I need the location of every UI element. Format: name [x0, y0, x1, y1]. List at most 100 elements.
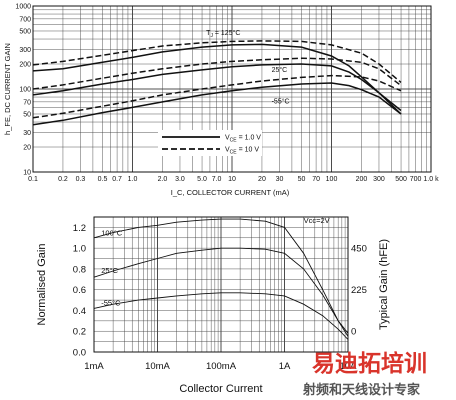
annotation-1-0: TJ = 125°C — [206, 29, 240, 39]
legend-label: VCE = 1.0 V — [225, 135, 261, 144]
y2-ticks-2: 0 225 450 — [351, 244, 367, 338]
y-tick-label: 10 — [23, 170, 31, 177]
x-tick-label: 200 — [356, 176, 368, 183]
y-tick-label: 70 — [23, 99, 31, 106]
y2-tick-label: 450 — [351, 244, 367, 255]
y-tick-label: 0.2 — [73, 327, 86, 338]
series-group-1 — [32, 40, 402, 126]
legend-label: VCE = 10 V — [225, 147, 259, 156]
x-tick-label: 0.2 — [58, 176, 68, 183]
y-axis-label-1: h_FE, DC CURRENT GAIN — [3, 43, 12, 135]
y-axis-label-2: Normalised Gain — [36, 244, 48, 326]
y-tick-label: 1.0 — [73, 244, 86, 255]
x-tick-label: 0.3 — [76, 176, 86, 183]
y-tick-label: 0.6 — [73, 285, 86, 296]
x-tick-label: 3.0 — [175, 176, 185, 183]
x-tick-label: 1mA — [84, 361, 104, 372]
annotation-1-2: -55°C — [272, 97, 290, 105]
series-line--55-solid — [32, 82, 402, 126]
x-tick-label: 7.0 — [212, 176, 222, 183]
annotations-1: TJ = 125°C 25°C -55°C — [206, 29, 289, 106]
series-line-25-dashed — [32, 57, 402, 90]
annotation-2-0: Vcc=2V — [304, 216, 330, 225]
annotation-1-1: 25°C — [272, 66, 288, 74]
series-line-2 — [93, 292, 349, 340]
y-tick-label: 100 — [19, 87, 31, 94]
x-tick-label: 100 — [326, 176, 338, 183]
y-ticks-1: 10 20 30 50 70 100 200 300 500 700 1000 — [15, 4, 31, 177]
x-tick-label: 70 — [312, 176, 320, 183]
x-tick-label: 1.0 k — [423, 176, 439, 183]
y-tick-label: 20 — [23, 145, 31, 152]
y-tick-label: 1000 — [15, 4, 31, 11]
series-line-125-solid — [32, 43, 402, 115]
watermark: 易迪拓培训 射频和天线设计专家 — [302, 350, 427, 398]
x-tick-label: 0.7 — [112, 176, 122, 183]
annotation-2-3: -55°C — [101, 298, 121, 307]
series-line-25-solid — [32, 63, 402, 112]
watermark-line2: 射频和天线设计专家 — [302, 382, 421, 398]
x-tick-label: 700 — [410, 176, 422, 183]
annotation-main: T — [206, 30, 211, 37]
y-tick-label: 500 — [19, 28, 31, 35]
grid-2 — [93, 216, 349, 353]
series-line-1 — [93, 247, 349, 337]
y2-axis-label-2: Typical Gain (hFE) — [378, 239, 390, 330]
x-tick-label: 2.0 — [158, 176, 168, 183]
annotations-2: Vcc=2V 100°C 25°C -55°C — [101, 216, 329, 307]
series-group-2 — [93, 218, 349, 340]
series-line-125-dashed — [32, 40, 402, 83]
series-line-0 — [93, 218, 349, 334]
chart-hfe-vs-collector-current: 0.1 0.2 0.3 0.5 0.7 1.0 2.0 3.0 5.0 7.0 10 20 30 50 70… — [3, 4, 439, 198]
x-tick-label: 5.0 — [197, 176, 207, 183]
y-tick-label: 200 — [19, 62, 31, 69]
x-axis-label-2: Collector Current — [179, 383, 262, 395]
y2-tick-label: 0 — [351, 327, 356, 338]
series-line--55-dashed — [32, 74, 402, 119]
annotation-2-2: 25°C — [101, 266, 118, 275]
y-tick-label: 0.8 — [73, 264, 86, 275]
x-tick-label: 100mA — [206, 361, 237, 372]
x-tick-label: 10A — [340, 361, 358, 372]
x-ticks-2: 1mA 10mA 100mA 1A 10A — [84, 361, 357, 372]
legend-label-main: V — [225, 135, 230, 142]
x-tick-label: 300 — [373, 176, 385, 183]
x-tick-label: 1A — [279, 361, 291, 372]
legend-label-sub: CE — [230, 138, 238, 144]
annotation-rest: = 125°C — [213, 29, 241, 37]
plot-frame-2 — [93, 216, 349, 353]
annotation-main: 25°C — [272, 66, 288, 74]
x-tick-label: 0.5 — [98, 176, 108, 183]
legend-label-rest: = 10 V — [237, 147, 260, 154]
x-ticks-1: 0.1 0.2 0.3 0.5 0.7 1.0 2.0 3.0 5.0 7.0 10 20 30 50 70… — [28, 176, 439, 183]
y-tick-label: 0.0 — [73, 348, 86, 359]
y-tick-label: 50 — [23, 111, 31, 118]
x-tick-label: 1.0 — [128, 176, 138, 183]
x-tick-label: 0.1 — [28, 176, 38, 183]
y-tick-label: 700 — [19, 16, 31, 23]
legend-label-main: V — [225, 147, 230, 154]
y2-tick-label: 225 — [351, 285, 367, 296]
annotation-2-1: 100°C — [101, 229, 123, 238]
annotation-sub: J — [210, 33, 213, 39]
x-tick-label: 30 — [276, 176, 284, 183]
x-tick-label: 10 — [228, 176, 236, 183]
y-tick-label: 1.2 — [73, 223, 86, 234]
y-tick-label: 300 — [19, 47, 31, 54]
legend-background — [158, 130, 262, 156]
annotation-main: -55°C — [272, 97, 290, 105]
x-tick-label: 500 — [395, 176, 407, 183]
x-axis-label-1: I_C, COLLECTOR CURRENT (mA) — [171, 188, 290, 197]
y-ticks-2: 0.0 0.2 0.4 0.6 0.8 1.0 1.2 — [73, 223, 86, 359]
y-tick-label: 0.4 — [73, 306, 86, 317]
x-tick-label: 10mA — [145, 361, 170, 372]
legend-label-rest: = 1.0 V — [237, 135, 262, 142]
x-tick-label: 20 — [258, 176, 266, 183]
watermark-line1: 易迪拓培训 — [312, 350, 427, 377]
x-tick-label: 50 — [298, 176, 306, 183]
y-tick-label: 30 — [23, 130, 31, 137]
chart-normalised-gain: 1mA 10mA 100mA 1A 10A 0.0 0.2 0.4 0.6 0.8 1.0 1.2 0 2… — [36, 216, 390, 395]
